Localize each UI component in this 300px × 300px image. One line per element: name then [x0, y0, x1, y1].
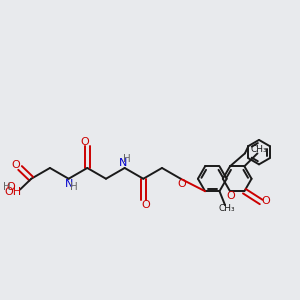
Text: O: O [81, 137, 89, 147]
Text: H: H [3, 182, 11, 192]
Text: H: H [123, 154, 131, 164]
Text: OH: OH [4, 188, 21, 197]
Text: O: O [226, 191, 235, 201]
Text: O: O [141, 200, 150, 210]
Text: N: N [65, 179, 74, 189]
Text: H: H [70, 182, 77, 192]
Text: O: O [6, 182, 15, 192]
Text: O: O [177, 179, 186, 189]
Text: O: O [11, 160, 20, 170]
Text: N: N [119, 158, 128, 167]
Text: CH₃: CH₃ [218, 204, 235, 213]
Text: CH₃: CH₃ [250, 145, 267, 154]
Text: O: O [261, 196, 270, 206]
